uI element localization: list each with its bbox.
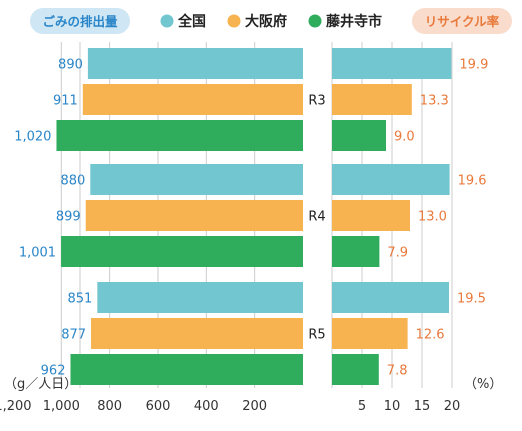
right-bar-R5-1 [332, 318, 408, 349]
right-x-tick-label: 5 [358, 399, 366, 414]
right-value-label: 9.0 [394, 130, 415, 145]
left-bar-R4-2 [61, 236, 303, 267]
legend-marker-2 [308, 14, 322, 28]
right-value-label: 19.9 [459, 58, 488, 73]
left-value-label: 911 [53, 94, 78, 109]
legend-label-2: 藤井寺市 [326, 13, 382, 30]
right-bar-R4-0 [332, 164, 450, 195]
legend-marker-1 [227, 14, 241, 28]
right-x-tick-label: 10 [384, 399, 401, 414]
right-value-label: 12.6 [416, 328, 445, 343]
left-value-label: 962 [41, 364, 66, 379]
left-x-tick-label: 1,200 [0, 399, 32, 414]
left-x-tick-label: 1,000 [43, 399, 80, 414]
legend-label-0: 全国 [177, 13, 206, 30]
left-bar-R5-2 [70, 354, 304, 385]
right-badge-bg [412, 8, 512, 34]
right-value-label: 13.3 [420, 94, 449, 109]
right-value-label: 19.6 [458, 174, 487, 189]
left-bar-R4-1 [85, 200, 303, 231]
left-badge-label: ごみの排出量 [42, 14, 118, 29]
left-x-tick-label: 200 [242, 399, 267, 414]
right-x-tick-label: 15 [414, 399, 431, 414]
right-bar-R3-2 [332, 120, 386, 151]
left-bar-R4-0 [90, 164, 303, 195]
left-value-label: 899 [56, 210, 81, 225]
right-badge-label: リサイクル率 [425, 14, 500, 29]
right-value-label: 7.8 [387, 364, 408, 379]
left-bar-R3-2 [56, 120, 303, 151]
right-bar-R4-2 [332, 236, 380, 267]
category-label-R5: R5 [308, 328, 325, 343]
right-axis-unit: （%） [464, 377, 502, 392]
left-x-tick-label: 800 [97, 399, 122, 414]
right-value-label: 19.5 [457, 292, 486, 307]
right-bar-R3-0 [332, 48, 452, 79]
chart-header: ごみの排出量 全国 大阪府 藤井寺市 リサイクル率 [30, 8, 512, 34]
legend-label-1: 大阪府 [245, 13, 287, 30]
left-value-label: 1,001 [19, 246, 56, 261]
left-value-label: 877 [61, 328, 86, 343]
data-labels: 890 19.9 911 13.3 1,020 9.0 R3 880 19.6 899 13.0 1,… [14, 58, 488, 379]
left-value-label: 880 [60, 174, 85, 189]
category-label-R4: R4 [308, 210, 325, 225]
left-value-label: 1,020 [14, 130, 51, 145]
left-bar-R3-1 [82, 84, 303, 115]
right-bar-R4-1 [332, 200, 410, 231]
right-bar-R3-1 [332, 84, 412, 115]
right-bar-R5-2 [332, 354, 379, 385]
axes: 1,200 1,000 800 600 400 200 5 10 15 20 （g／人日） （%） [0, 377, 502, 414]
left-bar-R3-0 [87, 48, 304, 79]
legend-marker-0 [160, 14, 174, 28]
left-value-label: 890 [58, 58, 83, 73]
right-bar-R5-0 [332, 282, 449, 313]
right-value-label: 13.0 [418, 210, 447, 225]
left-value-label: 851 [67, 292, 92, 307]
left-bar-R5-0 [97, 282, 304, 313]
right-x-tick-label: 20 [444, 399, 461, 414]
left-x-tick-label: 600 [146, 399, 171, 414]
legend: 全国 大阪府 藤井寺市 [160, 13, 382, 30]
left-axis-unit: （g／人日） [4, 377, 77, 392]
category-label-R3: R3 [308, 94, 325, 109]
left-bar-R5-1 [91, 318, 303, 349]
right-value-label: 7.9 [387, 246, 408, 261]
left-badge-bg [30, 8, 130, 34]
bars [56, 48, 452, 385]
left-x-tick-label: 400 [194, 399, 219, 414]
